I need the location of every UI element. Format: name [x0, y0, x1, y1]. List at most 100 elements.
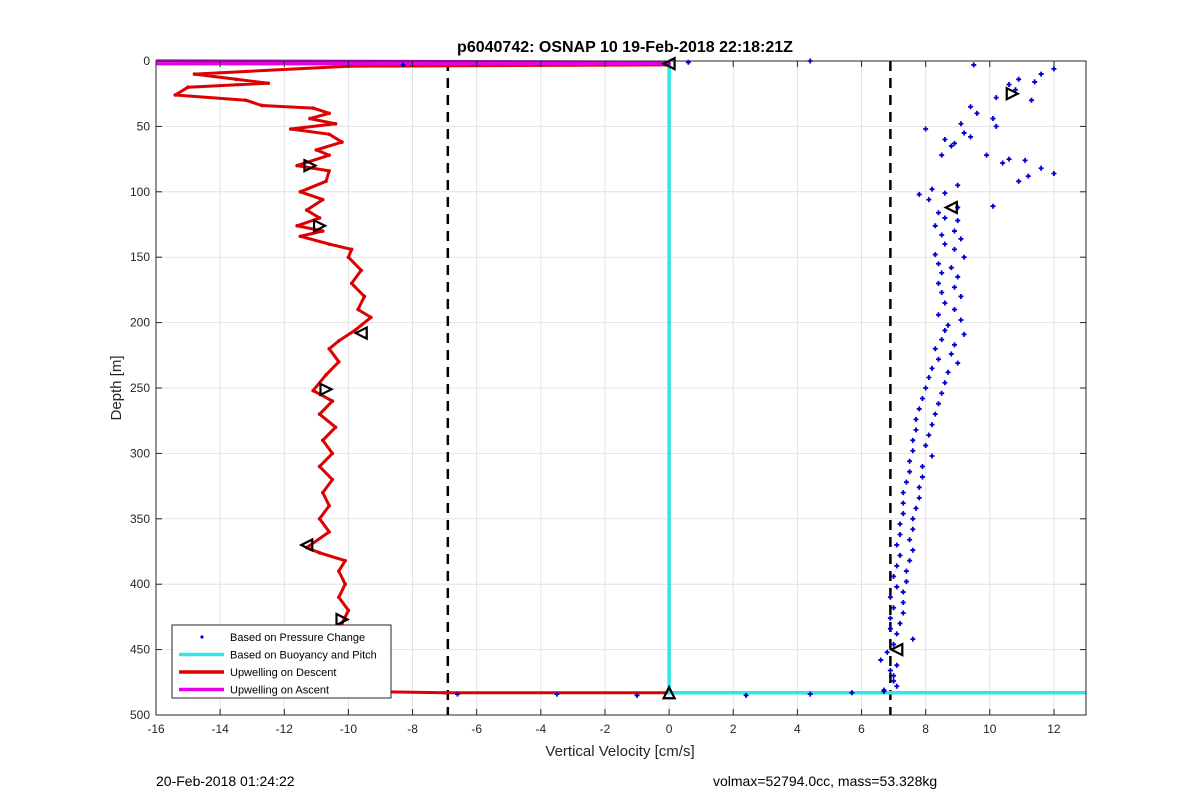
- direction-marker: [353, 325, 368, 341]
- pressure-point: [919, 463, 925, 469]
- pressure-point: [1016, 178, 1022, 184]
- direction-marker: [1005, 86, 1021, 101]
- pressure-point: [900, 589, 906, 595]
- x-tick-label: -16: [147, 722, 165, 736]
- pressure-point: [990, 116, 996, 122]
- footer-volmax-mass: volmax=52794.0cc, mass=53.328kg: [713, 773, 938, 789]
- pressure-point: [1006, 82, 1012, 88]
- descent-point: [362, 294, 367, 299]
- pressure-point: [884, 649, 890, 655]
- pressure-point: [900, 610, 906, 616]
- pressure-point: [891, 605, 897, 611]
- pressure-point: [932, 346, 938, 352]
- descent-point: [327, 503, 331, 508]
- pressure-point: [923, 126, 929, 132]
- pressure-point: [887, 668, 893, 674]
- descent-point: [317, 464, 322, 469]
- descent-point: [333, 121, 338, 126]
- pressure-point: [916, 484, 922, 490]
- pressure-point: [897, 552, 903, 558]
- pressure-point: [919, 395, 925, 401]
- descent-point: [327, 132, 331, 137]
- descent-point: [324, 179, 328, 184]
- y-tick-label: 300: [130, 446, 150, 460]
- pressure-point: [955, 274, 961, 280]
- descent-point: [320, 438, 325, 443]
- pressure-point: [923, 385, 929, 391]
- pressure-point: [929, 365, 935, 371]
- x-tick-label: -12: [276, 722, 294, 736]
- legend-label: Based on Buoyancy and Pitch: [230, 650, 377, 662]
- y-tick-label: 100: [130, 185, 150, 199]
- pressure-point: [961, 130, 967, 136]
- pressure-point: [919, 474, 925, 480]
- descent-point: [349, 281, 354, 286]
- legend-swatch: [200, 635, 204, 639]
- pressure-point: [926, 197, 932, 203]
- y-tick-label: 350: [130, 512, 150, 526]
- pressure-point: [894, 563, 900, 569]
- y-tick-label: 0: [143, 54, 150, 68]
- pressure-point: [961, 331, 967, 337]
- pressure-point: [743, 692, 749, 698]
- pressure-point: [942, 136, 948, 142]
- pressure-point: [554, 691, 560, 697]
- pressure-point: [878, 657, 884, 663]
- pressure-point: [932, 411, 938, 417]
- x-tick-label: 10: [983, 722, 997, 736]
- descent-point: [311, 388, 315, 393]
- pressure-point: [1051, 66, 1057, 72]
- x-tick-label: -14: [211, 722, 229, 736]
- y-tick-label: 250: [130, 381, 150, 395]
- descent-point: [314, 148, 319, 152]
- pressure-point: [993, 123, 999, 129]
- descent-point: [320, 229, 325, 233]
- pressure-point: [948, 143, 954, 149]
- legend-label: Based on Pressure Change: [230, 632, 365, 644]
- descent-point: [327, 153, 331, 157]
- pressure-point: [400, 62, 406, 68]
- descent-point: [317, 412, 322, 416]
- pressure-point: [990, 203, 996, 209]
- pressure-point: [939, 290, 945, 296]
- pressure-point: [894, 683, 900, 689]
- pressure-point: [1028, 97, 1034, 103]
- direction-marker: [298, 537, 314, 553]
- y-tick-label: 200: [130, 316, 150, 330]
- pressure-point: [887, 626, 893, 632]
- pressure-point: [958, 317, 964, 323]
- y-tick-label: 500: [130, 708, 150, 722]
- footer-timestamp: 20-Feb-2018 01:24:22: [156, 773, 295, 789]
- x-tick-label: -2: [600, 722, 611, 736]
- pressure-point: [913, 416, 919, 422]
- pressure-point: [907, 469, 913, 475]
- pressure-point: [887, 615, 893, 621]
- direction-marker: [888, 642, 904, 657]
- pressure-point: [935, 261, 941, 267]
- pressure-point: [942, 300, 948, 306]
- pressure-point: [958, 121, 964, 127]
- x-axis-label: Vertical Velocity [cm/s]: [545, 743, 694, 760]
- pressure-point: [923, 443, 929, 449]
- pressure-point: [913, 505, 919, 511]
- pressure-point: [948, 351, 954, 357]
- pressure-point: [900, 490, 906, 496]
- pressure-point: [894, 542, 900, 548]
- pressure-point: [942, 215, 948, 221]
- descent-point: [330, 399, 335, 403]
- descent-point: [346, 608, 351, 613]
- x-tick-label: 0: [666, 722, 673, 736]
- descent-point: [298, 190, 303, 194]
- y-tick-label: 450: [130, 643, 150, 657]
- descent-point: [359, 268, 364, 273]
- y-tick-label: 400: [130, 577, 150, 591]
- pressure-point: [939, 390, 945, 396]
- pressure-point: [1000, 160, 1006, 166]
- descent-point: [327, 111, 331, 116]
- direction-marker: [303, 158, 318, 173]
- descent-point: [324, 373, 328, 377]
- pressure-point: [910, 547, 916, 553]
- pressure-point: [935, 280, 941, 286]
- pressure-point: [894, 631, 900, 637]
